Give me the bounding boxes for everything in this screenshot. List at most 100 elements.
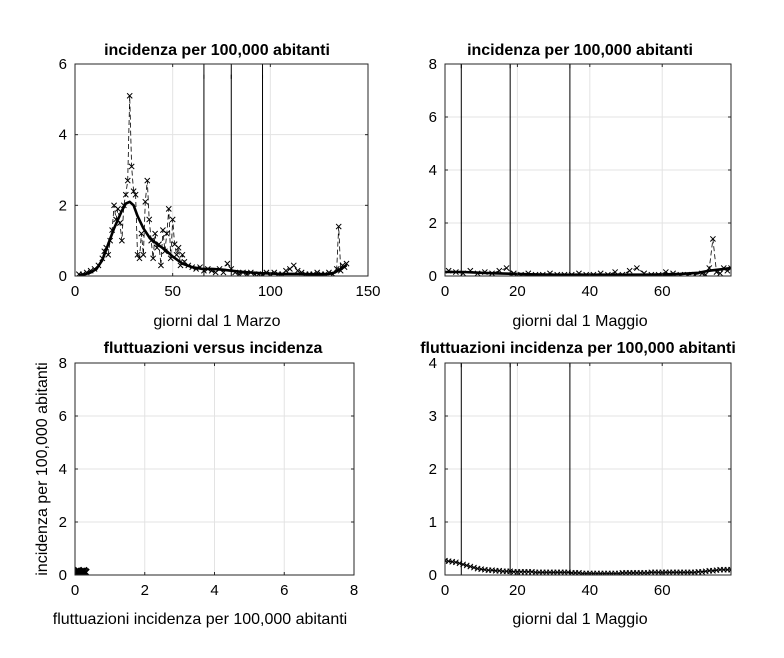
y-tick-label: 0 (429, 567, 437, 584)
data-layer (445, 64, 731, 276)
data-point (467, 563, 474, 570)
y-axis-label: incidenza per 100,000 abitanti (34, 362, 51, 576)
data-point (460, 561, 467, 568)
x-tick-label: 40 (581, 582, 598, 599)
data-point (633, 265, 640, 272)
x-tick-label: 6 (280, 582, 288, 599)
data-point (140, 251, 147, 258)
y-tick-label: 2 (429, 215, 437, 232)
data-point (126, 92, 133, 99)
panel-fluttuazioni-versus-incidenza: fluttuazioni versus incidenza fluttuazio… (34, 340, 358, 628)
y-tick-label: 0 (59, 567, 67, 584)
y-tick-label: 0 (429, 268, 437, 285)
data-point (290, 262, 297, 269)
data-point (118, 237, 125, 244)
y-tick-label: 1 (429, 514, 437, 531)
data-point (157, 262, 164, 269)
data-point (146, 216, 153, 223)
data-point (142, 198, 149, 205)
y-tick-label: 6 (59, 56, 67, 73)
x-tick-label: 50 (164, 283, 181, 300)
x-tick-label: 0 (71, 582, 79, 599)
data-point (169, 216, 176, 223)
panel-title: incidenza per 100,000 abitanti (467, 42, 693, 59)
data-point (165, 205, 172, 212)
x-axis-label: giorni dal 1 Maggio (512, 313, 647, 330)
x-tick-label: 0 (441, 283, 449, 300)
y-tick-label: 6 (59, 408, 67, 425)
data-point (335, 223, 342, 230)
y-tick-label: 2 (59, 514, 67, 531)
y-tick-label: 8 (59, 355, 67, 372)
y-tick-label: 0 (59, 268, 67, 285)
x-tick-label: 20 (509, 283, 526, 300)
data-layer (75, 566, 90, 575)
panel-incidenza-maggio: incidenza per 100,000 abitanti giorni da… (429, 42, 732, 330)
data-point (456, 560, 463, 567)
y-tick-label: 4 (429, 355, 437, 372)
data-point (283, 267, 289, 274)
x-tick-label: 4 (210, 582, 218, 599)
data-point (503, 265, 510, 272)
y-tick-label: 2 (59, 197, 67, 214)
x-tick-label: 2 (141, 582, 149, 599)
data-point (152, 230, 159, 237)
axes-box (74, 63, 369, 277)
data-point (179, 251, 186, 258)
data-point (130, 188, 137, 195)
data-point (728, 566, 731, 573)
data-point (224, 260, 231, 267)
data-point (173, 251, 180, 258)
data-point (717, 270, 724, 276)
y-tick-label: 8 (429, 56, 437, 73)
x-axis-label: giorni dal 1 Maggio (512, 611, 647, 628)
data-point (709, 235, 716, 242)
smoothed-line (78, 200, 348, 276)
data-point (75, 567, 82, 575)
x-axis-label: fluttuazioni incidenza per 100,000 abita… (53, 611, 347, 628)
x-tick-label: 20 (509, 582, 526, 599)
y-tick-label: 3 (429, 408, 437, 425)
data-point (163, 230, 170, 237)
x-tick-label: 0 (71, 283, 79, 300)
data-point (115, 205, 121, 212)
x-tick-label: 60 (654, 582, 671, 599)
x-tick-label: 8 (350, 582, 358, 599)
data-point (132, 191, 139, 198)
data-point (626, 267, 633, 274)
x-tick-label: 150 (355, 283, 380, 300)
panel-title: fluttuazioni versus incidenza (104, 340, 323, 357)
smoothed-line (445, 266, 731, 276)
x-tick-label: 0 (441, 582, 449, 599)
y-tick-label: 2 (429, 461, 437, 478)
data-point (463, 562, 470, 569)
x-tick-label: 100 (258, 283, 283, 300)
data-point (728, 265, 731, 272)
data-point (150, 255, 157, 262)
data-point (124, 177, 131, 184)
y-tick-label: 6 (429, 109, 437, 126)
data-point (175, 244, 182, 251)
panel-title: fluttuazioni incidenza per 100,000 abita… (420, 340, 736, 357)
x-tick-label: 60 (654, 283, 671, 300)
data-point (138, 230, 145, 237)
panel-title: incidenza per 100,000 abitanti (104, 42, 330, 59)
data-point (471, 564, 477, 571)
x-axis-label: giorni dal 1 Marzo (153, 313, 280, 330)
data-point (452, 559, 459, 566)
data-point (144, 177, 151, 184)
y-tick-label: 4 (59, 461, 67, 478)
y-tick-label: 4 (429, 162, 437, 179)
data-point (128, 163, 135, 170)
plot-area (75, 64, 368, 276)
data-layer (445, 363, 731, 575)
data-point (134, 251, 141, 258)
data-point (105, 251, 112, 258)
data-point (294, 267, 301, 274)
x-tick-label: 40 (581, 283, 598, 300)
data-point (122, 191, 129, 198)
panel-fluttuazioni-incidenza: fluttuazioni incidenza per 100,000 abita… (420, 340, 736, 628)
y-tick-label: 4 (59, 127, 67, 144)
panel-incidenza-marzo: incidenza per 100,000 abitanti giorni da… (59, 42, 381, 330)
